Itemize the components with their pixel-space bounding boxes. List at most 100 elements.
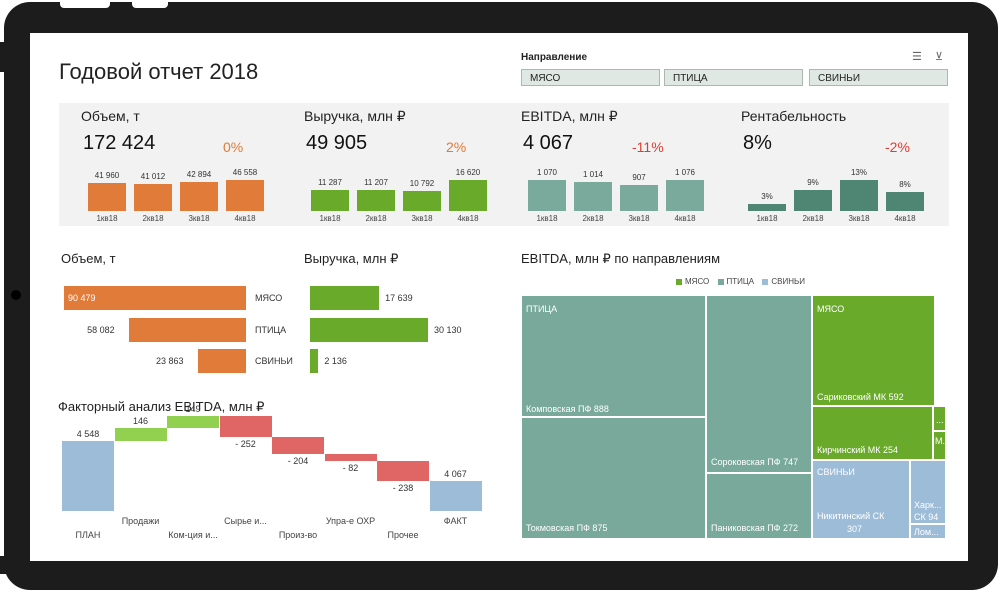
kpi-bar-label: 42 894 xyxy=(186,170,212,180)
kpi-bar xyxy=(574,181,612,211)
kpi-bar xyxy=(528,180,566,211)
kpi-change: -11% xyxy=(632,139,664,155)
treemap-tile-khark[interactable]: Харк... СК 94 xyxy=(910,460,946,524)
kpi-value: 4 067 xyxy=(523,132,574,154)
waterfall-category-label: ФАКТ xyxy=(443,516,468,526)
treemap-tile-m-small[interactable]: М... xyxy=(933,431,946,460)
waterfall-category-label: Произ-во xyxy=(278,530,318,540)
volume-bar xyxy=(129,318,246,342)
revenue-bar-label: 17 639 xyxy=(385,293,413,303)
kpi-bar-label: 41 012 xyxy=(140,171,166,181)
kpi-bar-label: 1 014 xyxy=(582,169,604,179)
waterfall-bar xyxy=(167,416,219,429)
kpi-axis-label: 4кв18 xyxy=(457,214,479,223)
waterfall-bar xyxy=(114,428,167,441)
treemap-label-dots: ... xyxy=(936,415,944,425)
treemap-group-poultry: ПТИЦА xyxy=(526,304,558,314)
kpi-axis-label: 2кв18 xyxy=(802,214,824,223)
waterfall-value-label: 146 xyxy=(132,416,149,427)
volume-direction-title: Объем, т xyxy=(61,251,116,266)
treemap-tile-komp[interactable]: ПТИЦА Комповская ПФ 888 xyxy=(521,295,706,417)
slicer-item-meat[interactable]: МЯСО xyxy=(521,69,660,86)
treemap-tile-sorok[interactable]: Сороковская ПФ 747 xyxy=(706,295,812,473)
kpi-bar xyxy=(134,183,172,211)
volume-bar xyxy=(197,349,246,373)
kpi-bar xyxy=(748,203,786,211)
treemap-label-nikit: Никитинский СК xyxy=(817,511,885,521)
treemap-tile-tokm[interactable]: Токмовская ПФ 875 xyxy=(521,417,706,539)
treemap-tile-sarik[interactable]: МЯСО Сариковский МК 592 xyxy=(812,295,935,406)
waterfall-value-label: - 252 xyxy=(235,439,256,450)
kpi-axis-label: 2кв18 xyxy=(365,214,387,223)
kpi-bar-label: 11 207 xyxy=(364,178,388,188)
kpi-label: EBITDA, млн ₽ xyxy=(521,108,618,124)
kpi-change: -2% xyxy=(885,139,910,155)
waterfall-value-label: 4 067 xyxy=(444,468,467,479)
clear-filter-icon[interactable]: ⊻ xyxy=(935,51,944,63)
treemap-tile-lom[interactable]: Лом... xyxy=(910,524,946,539)
treemap-label-khark: Харк... СК 94 xyxy=(914,500,942,522)
waterfall-category-label: Продажи xyxy=(121,516,160,526)
kpi-bar xyxy=(840,180,878,211)
direction-category-label: МЯСО xyxy=(255,293,283,303)
waterfall-bar xyxy=(272,437,324,454)
waterfall-bar xyxy=(324,453,377,461)
legend-meat: МЯСО xyxy=(685,277,710,286)
legend-poultry: ПТИЦА xyxy=(726,277,755,286)
revenue-bar-label: 30 130 xyxy=(434,325,462,335)
slicer-item-poultry[interactable]: ПТИЦА xyxy=(664,69,803,86)
treemap-label-panik: Паниковская ПФ 272 xyxy=(711,523,799,533)
kpi-value: 8% xyxy=(743,132,772,154)
kpi-bar xyxy=(620,184,658,211)
multi-select-icon[interactable]: ☰ xyxy=(912,51,922,63)
waterfall-category-label: Прочее xyxy=(387,530,419,540)
dashboard-screen: Годовой отчет 2018 Направление ☰ ⊻ МЯСО … xyxy=(30,33,968,561)
kpi-bar-label: 8% xyxy=(899,179,911,189)
kpi-bar-label: 41 960 xyxy=(94,171,120,181)
kpi-axis-label: 4кв18 xyxy=(674,214,696,223)
kpi-bar xyxy=(88,183,126,211)
top-button xyxy=(60,0,110,8)
treemap-label-sarik: Сариковский МК 592 xyxy=(817,392,904,402)
revenue-bar xyxy=(310,286,380,310)
kpi-axis-label: 1кв18 xyxy=(319,214,341,223)
treemap-value-nikit: 307 xyxy=(847,524,863,534)
kpi-bar xyxy=(666,180,704,211)
kpi-axis-label: 1кв18 xyxy=(756,214,778,223)
kpi-bar-label: 13% xyxy=(850,168,867,177)
revenue-bar xyxy=(310,349,319,373)
kpi-change: 0% xyxy=(223,139,244,155)
treemap-group-pigs: СВИНЬИ xyxy=(817,467,855,477)
direction-category-label: СВИНЬИ xyxy=(255,356,293,366)
treemap-label-sorok: Сороковская ПФ 747 xyxy=(711,457,799,467)
kpi-change: 2% xyxy=(446,139,467,155)
slicer-item-pigs[interactable]: СВИНЬИ xyxy=(809,69,948,86)
kpi-label: Рентабельность xyxy=(741,108,847,124)
revenue-bar-label: 2 136 xyxy=(324,356,347,366)
kpi-axis-label: 4кв18 xyxy=(894,214,916,223)
kpi-bar-label: 9% xyxy=(807,177,819,187)
waterfall-value-label: 149 xyxy=(185,404,201,415)
waterfall-title: Факторный анализ EBITDA, млн ₽ xyxy=(58,399,265,414)
revenue-bar xyxy=(310,318,428,342)
kpi-axis-label: 3кв18 xyxy=(628,214,650,223)
kpi-bar xyxy=(886,191,924,211)
kpi-bar xyxy=(226,180,264,211)
waterfall-value-label: 4 548 xyxy=(76,428,100,439)
waterfall-value-label: - 238 xyxy=(392,482,414,493)
legend-pigs: СВИНЬИ xyxy=(771,277,806,286)
treemap-label-komp: Комповская ПФ 888 xyxy=(526,404,609,414)
kpi-bar-label: 10 792 xyxy=(409,178,435,188)
treemap-tile-kirch[interactable]: Кирчинский МК 254 xyxy=(812,406,933,460)
treemap-tile-dots[interactable]: ... xyxy=(933,406,946,431)
waterfall-category-label: Ком-ция и... xyxy=(168,530,218,540)
waterfall-value-label: - 204 xyxy=(287,455,309,466)
kpi-bar xyxy=(794,189,832,211)
treemap-tile-panik[interactable]: Паниковская ПФ 272 xyxy=(706,473,812,539)
treemap-group-meat: МЯСО xyxy=(817,304,845,314)
kpi-axis-label: 2кв18 xyxy=(582,214,604,223)
treemap-tile-nikit[interactable]: СВИНЬИ Никитинский СК 307 xyxy=(812,460,910,539)
kpi-label: Выручка, млн ₽ xyxy=(304,108,406,124)
kpi-bar xyxy=(311,189,349,211)
